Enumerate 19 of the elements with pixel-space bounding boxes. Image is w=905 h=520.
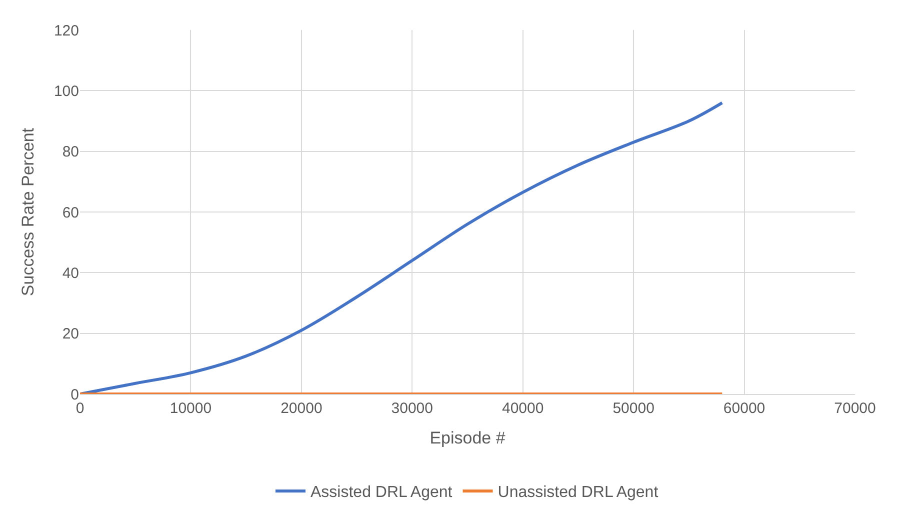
y-tick-label: 120 [54,22,79,40]
x-tick-label: 20000 [280,400,322,417]
x-tick-label: 70000 [834,400,876,417]
x-tick-label: 40000 [502,400,544,417]
y-axis-title: Success Rate Percent [18,128,38,296]
x-tick-label: 30000 [391,400,433,417]
x-tick-label: 50000 [612,400,654,417]
x-axis-title: Episode # [430,428,506,448]
x-tick-label: 10000 [170,400,212,417]
legend-label: Assisted DRL Agent [310,484,453,502]
legend-label: Unassisted DRL Agent [498,484,659,502]
line-series [80,101,724,394]
x-tick-label: 60000 [723,400,766,417]
y-tick-label: 60 [62,204,79,222]
y-tick-label: 40 [62,264,79,282]
y-tick-label: 20 [62,326,79,343]
y-tick-label: 100 [54,82,79,100]
y-tick-label: 0 [70,386,79,404]
y-tick-label: 80 [62,144,79,161]
